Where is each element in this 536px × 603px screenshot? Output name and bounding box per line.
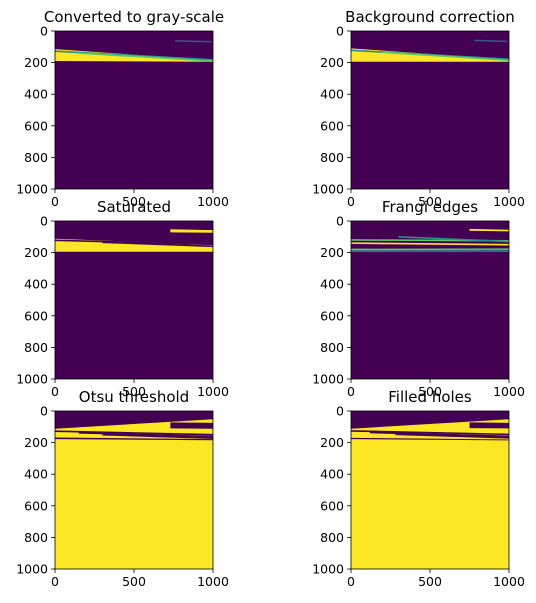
y-tick-label: 600	[320, 498, 344, 513]
x-tick-label: 0	[347, 384, 355, 399]
x-tick-label: 500	[122, 384, 146, 399]
x-tick-label: 0	[347, 194, 355, 209]
image-area	[55, 221, 213, 379]
image-area	[55, 31, 213, 189]
image-region	[55, 437, 213, 441]
y-tick-label: 200	[24, 245, 48, 260]
image-region	[351, 411, 509, 429]
x-tick-label: 1000	[493, 194, 525, 209]
y-tick-label: 400	[320, 87, 344, 102]
y-tick-label: 800	[24, 150, 48, 165]
y-tick-label: 200	[320, 435, 344, 450]
y-tick-label: 1000	[16, 562, 48, 577]
y-tick-label: 1000	[312, 372, 344, 387]
y-tick-label: 600	[320, 308, 344, 323]
x-tick-label: 500	[418, 384, 442, 399]
y-tick-label: 200	[24, 55, 48, 70]
x-tick-label: 0	[347, 574, 355, 589]
y-tick-label: 400	[320, 467, 344, 482]
y-tick-label: 200	[320, 245, 344, 260]
y-tick-label: 800	[320, 530, 344, 545]
y-tick-label: 0	[336, 404, 344, 419]
y-tick-label: 600	[24, 308, 48, 323]
image-streak	[78, 52, 213, 62]
x-tick-label: 500	[418, 194, 442, 209]
y-tick-label: 0	[336, 24, 344, 39]
image-region	[170, 422, 213, 429]
x-tick-label: 500	[122, 574, 146, 589]
image-streak	[398, 236, 509, 243]
image-streak	[351, 242, 509, 246]
y-tick-label: 600	[24, 118, 48, 133]
x-tick-label: 1000	[493, 384, 525, 399]
image-streak	[382, 51, 509, 62]
x-tick-label: 1000	[197, 194, 229, 209]
x-tick-label: 1000	[493, 574, 525, 589]
y-tick-label: 1000	[16, 372, 48, 387]
y-tick-label: 800	[24, 530, 48, 545]
image-streak	[102, 241, 213, 248]
y-tick-label: 1000	[312, 182, 344, 197]
subplot-title: Converted to gray-scale	[44, 8, 224, 26]
subplot-title: Filled holes	[388, 388, 472, 406]
y-tick-label: 400	[320, 277, 344, 292]
image-streak	[55, 239, 213, 246]
image-region	[170, 229, 213, 233]
y-tick-label: 0	[40, 24, 48, 39]
y-tick-label: 0	[40, 214, 48, 229]
image-streak	[369, 431, 509, 438]
y-tick-label: 200	[24, 435, 48, 450]
y-tick-label: 800	[320, 150, 344, 165]
image-region	[55, 411, 213, 429]
x-tick-label: 0	[51, 194, 59, 209]
image-streak	[102, 433, 213, 439]
y-tick-label: 400	[24, 467, 48, 482]
x-tick-label: 0	[51, 574, 59, 589]
x-tick-label: 500	[418, 574, 442, 589]
x-tick-label: 1000	[197, 384, 229, 399]
subplot-title: Background correction	[345, 8, 515, 26]
image-streak	[351, 430, 509, 436]
image-streak	[78, 432, 213, 438]
image-streak	[395, 433, 509, 439]
y-tick-label: 800	[24, 340, 48, 355]
image-region	[351, 437, 509, 441]
y-tick-label: 600	[24, 498, 48, 513]
y-tick-label: 200	[320, 55, 344, 70]
y-tick-label: 400	[24, 87, 48, 102]
y-tick-label: 0	[40, 404, 48, 419]
y-tick-label: 600	[320, 118, 344, 133]
x-tick-label: 1000	[197, 574, 229, 589]
subplot-title: Saturated	[97, 198, 171, 216]
image-background	[351, 221, 509, 379]
y-tick-label: 0	[336, 214, 344, 229]
image-area	[351, 221, 509, 379]
subplot-title: Otsu threshold	[79, 388, 189, 406]
subplot-title: Frangi edges	[382, 198, 478, 216]
y-tick-label: 1000	[16, 182, 48, 197]
image-streak	[474, 39, 508, 43]
x-tick-label: 0	[51, 384, 59, 399]
image-region	[469, 228, 509, 232]
image-streak	[175, 39, 212, 43]
y-tick-label: 400	[24, 277, 48, 292]
image-area	[55, 411, 213, 569]
image-streak	[55, 430, 213, 436]
image-area	[351, 411, 509, 569]
image-region	[469, 422, 509, 429]
y-tick-label: 1000	[312, 562, 344, 577]
image-area	[351, 31, 509, 189]
x-tick-label: 500	[122, 194, 146, 209]
y-tick-label: 800	[320, 340, 344, 355]
